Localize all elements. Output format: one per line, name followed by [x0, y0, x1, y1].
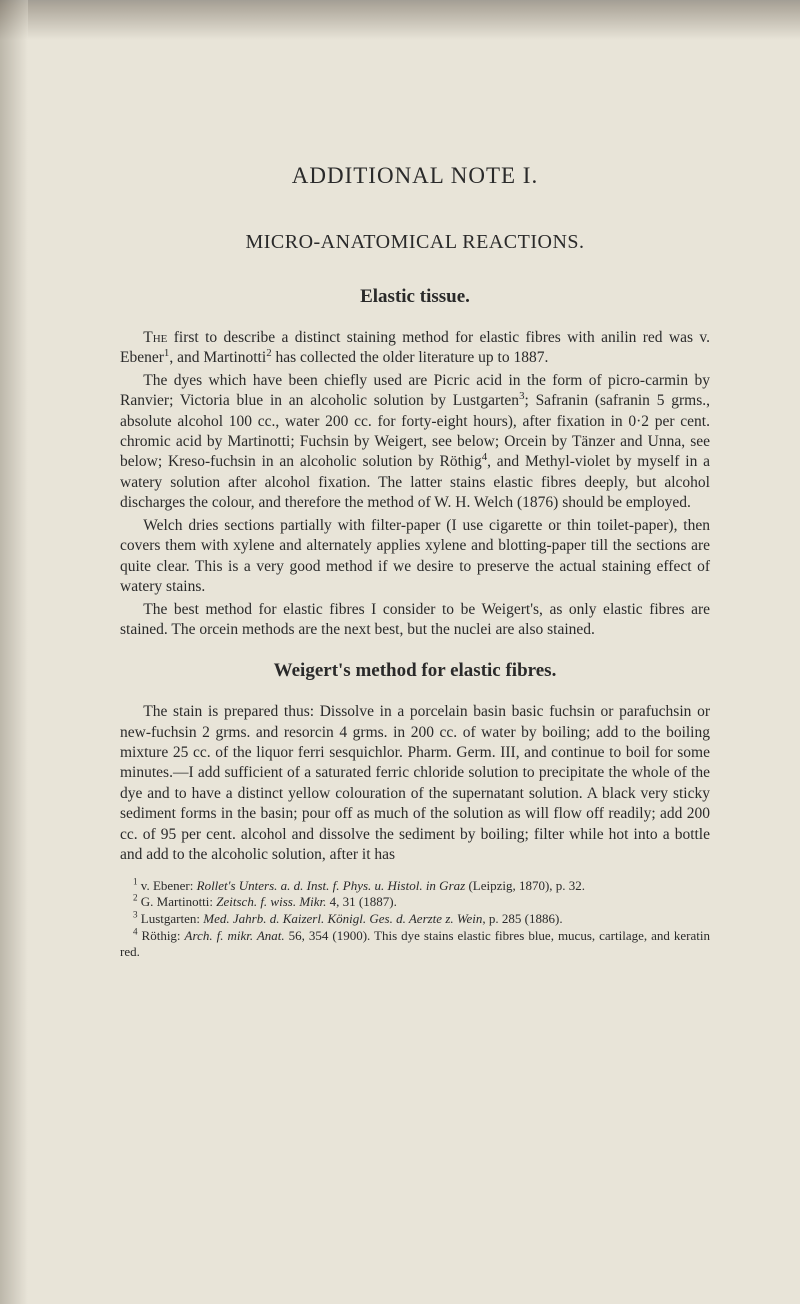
body-paragraph: The dyes which have been chiefly used ar…	[120, 371, 710, 514]
footnote-ref-1: 1	[164, 347, 169, 359]
footnotes-block: 1 v. Ebener: Rollet's Unters. a. d. Inst…	[120, 878, 710, 961]
body-paragraph: The stain is prepared thus: Dissolve in …	[120, 702, 710, 866]
body-paragraph: The first to describe a distinct stainin…	[120, 328, 710, 369]
body-paragraph: Welch dries sections partially with filt…	[120, 516, 710, 598]
footnote-3: 3 Lustgarten: Med. Jahrb. d. Kaizerl. Kö…	[120, 911, 710, 928]
footnote-4: 4 Röthig: Arch. f. mikr. Anat. 56, 354 (…	[120, 928, 710, 961]
page-subtitle: MICRO-ANATOMICAL REACTIONS.	[120, 229, 710, 256]
footnote-ref-3: 3	[519, 390, 524, 402]
footnote-1: 1 v. Ebener: Rollet's Unters. a. d. Inst…	[120, 878, 710, 895]
page-content: ADDITIONAL NOTE I. MICRO-ANATOMICAL REAC…	[0, 0, 800, 1021]
scan-left-edge	[0, 0, 28, 1304]
section-heading-elastic-tissue: Elastic tissue.	[120, 284, 710, 310]
scan-top-edge	[0, 0, 800, 40]
footnote-2: 2 G. Martinotti: Zeitsch. f. wiss. Mikr.…	[120, 894, 710, 911]
footnote-ref-4: 4	[482, 451, 487, 463]
body-paragraph: The best method for elastic fibres I con…	[120, 600, 710, 641]
page-title: ADDITIONAL NOTE I.	[120, 160, 710, 191]
footnote-ref-2: 2	[266, 347, 271, 359]
section-break	[120, 642, 710, 658]
opening-word: The	[143, 329, 167, 346]
section-heading-weigert-method: Weigert's method for elastic fibres.	[120, 658, 710, 684]
